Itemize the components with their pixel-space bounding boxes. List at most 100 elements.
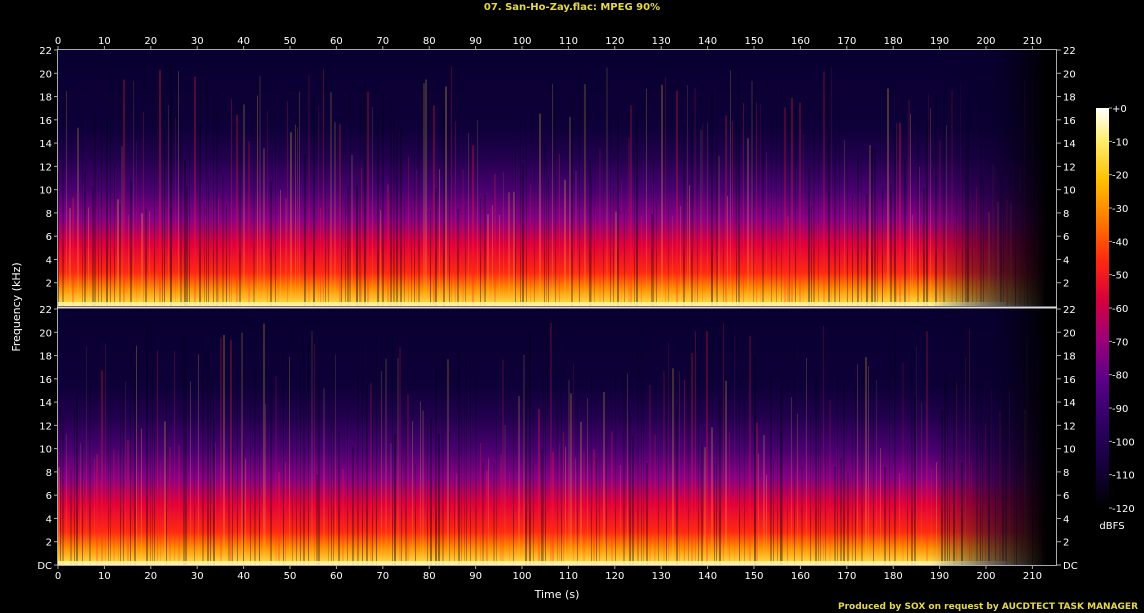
y-tick-label-right: 12 bbox=[1063, 162, 1076, 173]
texture-stripe bbox=[250, 398, 251, 565]
texture-stripe bbox=[347, 185, 349, 306]
x-tick-label-bottom: 60 bbox=[330, 571, 343, 582]
x-tick-label-top: 80 bbox=[423, 36, 436, 47]
texture-stripe bbox=[780, 389, 782, 565]
texture-stripe bbox=[563, 432, 564, 565]
texture-stripe bbox=[418, 123, 420, 307]
texture-stripe bbox=[606, 67, 608, 306]
texture-stripe bbox=[621, 178, 622, 306]
texture-stripe bbox=[60, 406, 61, 565]
texture-stripe bbox=[734, 335, 735, 565]
y-tick-label-right: 18 bbox=[1063, 93, 1076, 104]
texture-stripe bbox=[222, 174, 224, 306]
texture-stripe bbox=[837, 358, 838, 565]
x-tick-label-bottom: 200 bbox=[976, 571, 995, 582]
texture-stripe bbox=[232, 343, 233, 565]
texture-stripe bbox=[539, 113, 541, 307]
texture-stripe bbox=[134, 366, 136, 565]
texture-stripe bbox=[308, 338, 309, 565]
texture-stripe bbox=[568, 380, 570, 565]
texture-stripe bbox=[146, 323, 148, 565]
texture-stripe bbox=[186, 185, 188, 306]
texture-stripe bbox=[304, 153, 306, 306]
texture-stripe bbox=[105, 344, 106, 565]
texture-stripe bbox=[758, 453, 759, 565]
texture-stripe bbox=[880, 448, 881, 565]
texture-stripe bbox=[801, 465, 803, 565]
texture-stripe bbox=[725, 380, 727, 565]
texture-stripe bbox=[651, 214, 653, 306]
texture-stripe bbox=[754, 356, 756, 565]
texture-stripe bbox=[204, 204, 205, 306]
texture-stripe bbox=[763, 435, 765, 565]
texture-stripe bbox=[316, 474, 318, 565]
texture-stripe bbox=[482, 462, 484, 565]
y-tick-label-right: 22 bbox=[1063, 305, 1076, 316]
y-tick-label-right: 4 bbox=[1063, 514, 1069, 525]
texture-stripe bbox=[688, 326, 689, 565]
x-tick-label-bottom: 10 bbox=[98, 571, 111, 582]
texture-stripe bbox=[110, 362, 111, 565]
texture-stripe bbox=[857, 364, 858, 565]
texture-stripe bbox=[220, 337, 222, 565]
texture-stripe bbox=[882, 185, 883, 306]
y-tick-label-left: 14 bbox=[39, 139, 52, 150]
texture-stripe bbox=[794, 333, 795, 565]
texture-stripe bbox=[545, 327, 546, 565]
texture-stripe bbox=[770, 374, 772, 565]
texture-stripe bbox=[152, 365, 153, 565]
colorbar: +0 -10 -20 -30 -40 -50 -60 -70 -80 -90 -100 -110 -12… bbox=[1096, 104, 1135, 532]
texture-stripe bbox=[730, 70, 731, 306]
texture-stripe bbox=[174, 350, 175, 565]
texture-stripe bbox=[904, 158, 906, 306]
texture-stripe bbox=[311, 330, 313, 565]
texture-stripe bbox=[82, 443, 83, 565]
texture-stripe bbox=[877, 200, 878, 306]
texture-stripe bbox=[74, 409, 75, 565]
texture-stripe bbox=[840, 458, 842, 565]
texture-stripe bbox=[818, 156, 819, 306]
texture-stripe bbox=[118, 450, 119, 565]
texture-stripe bbox=[280, 189, 281, 306]
x-tick-label-bottom: 70 bbox=[376, 571, 389, 582]
texture-stripe bbox=[433, 105, 435, 306]
texture-stripe bbox=[810, 415, 811, 565]
texture-stripe bbox=[691, 112, 693, 306]
texture-stripe bbox=[587, 398, 588, 565]
x-tick-label-bottom: 140 bbox=[698, 571, 717, 582]
texture-stripe bbox=[323, 388, 325, 565]
y-tick-label-right: 4 bbox=[1063, 255, 1069, 266]
texture-stripe bbox=[493, 463, 495, 565]
low-frequency-band bbox=[58, 302, 1007, 306]
texture-stripe bbox=[776, 87, 777, 306]
texture-stripe bbox=[184, 160, 186, 306]
texture-stripe bbox=[411, 208, 412, 306]
texture-stripe bbox=[637, 341, 639, 565]
texture-stripe bbox=[643, 355, 644, 565]
colorbar-label: dBFS bbox=[1099, 521, 1124, 532]
texture-stripe bbox=[661, 84, 663, 307]
texture-stripe bbox=[899, 122, 901, 306]
texture-stripe bbox=[593, 449, 595, 565]
y-tick-label-left: DC bbox=[37, 561, 52, 572]
texture-stripe bbox=[852, 196, 853, 306]
y-tick-label-right: 8 bbox=[1063, 209, 1069, 220]
texture-stripe bbox=[777, 407, 778, 565]
x-tick-label-bottom: 40 bbox=[237, 571, 250, 582]
texture-stripe bbox=[352, 445, 354, 565]
texture-stripe bbox=[287, 101, 288, 307]
texture-stripe bbox=[919, 166, 920, 306]
texture-stripe bbox=[861, 154, 862, 306]
texture-stripe bbox=[702, 123, 703, 307]
texture-stripe bbox=[267, 110, 268, 307]
texture-stripe bbox=[668, 201, 669, 306]
texture-stripe bbox=[390, 443, 392, 565]
texture-stripe bbox=[66, 434, 67, 565]
texture-stripe bbox=[591, 169, 592, 306]
colorbar-tick-label: -30 bbox=[1112, 204, 1128, 215]
texture-stripe bbox=[561, 367, 562, 565]
texture-stripe bbox=[541, 450, 543, 565]
texture-stripe bbox=[423, 83, 425, 307]
texture-stripe bbox=[603, 392, 605, 565]
texture-stripe bbox=[381, 371, 382, 565]
